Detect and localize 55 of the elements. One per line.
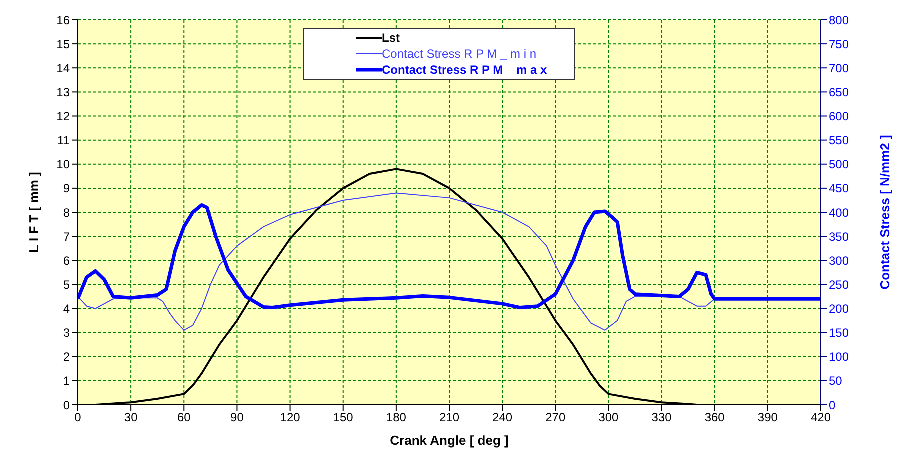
x-tick-label: 180 <box>386 410 407 425</box>
y-tick-label: 6 <box>63 254 70 268</box>
y-tick-label: 7 <box>63 230 70 244</box>
y-tick-label: 14 <box>56 61 70 76</box>
y-tick-label: 5 <box>63 278 70 292</box>
y-axis-title: L I F T [ mm ] <box>26 172 42 253</box>
y2-axis-title: Contact Stress [ N/mm2 ] <box>878 135 893 290</box>
y-tick-label: 1 <box>63 374 70 388</box>
y2-tick-label: 0 <box>829 398 836 412</box>
x-tick-label: 360 <box>704 410 726 425</box>
x-tick-label: 240 <box>492 410 513 425</box>
legend-label: Contact Stress R P M _ m a x <box>382 63 548 77</box>
x-tick-label: 270 <box>546 410 566 425</box>
x-tick-label: 420 <box>810 410 832 425</box>
legend-label: Contact Stress R P M _ m i n <box>382 47 536 61</box>
x-tick-label: 120 <box>280 410 301 425</box>
x-tick-label: 0 <box>74 410 82 425</box>
y2-tick-label: 650 <box>829 85 850 100</box>
y2-tick-label: 750 <box>829 37 850 52</box>
x-tick-label: 60 <box>177 410 192 425</box>
x-tick-label: 330 <box>652 410 672 425</box>
y-tick-label: 4 <box>63 302 70 316</box>
legend-label: Lst <box>382 31 400 45</box>
y2-tick-label: 400 <box>829 206 850 220</box>
y2-tick-label: 200 <box>829 302 850 316</box>
y-tick-label: 16 <box>56 13 70 28</box>
y2-tick-label: 100 <box>829 350 850 364</box>
y2-tick-label: 800 <box>829 13 850 28</box>
y2-tick-label: 700 <box>829 61 850 76</box>
y2-tick-label: 250 <box>829 278 850 292</box>
x-tick-label: 90 <box>230 410 244 425</box>
y2-tick-label: 50 <box>829 374 843 388</box>
y-tick-label: 9 <box>63 182 70 196</box>
y2-tick-label: 350 <box>829 230 850 244</box>
x-axis-title: Crank Angle [ deg ] <box>390 433 509 448</box>
y-tick-label: 12 <box>56 110 70 124</box>
y2-tick-label: 600 <box>829 110 850 124</box>
y-tick-label: 13 <box>56 85 70 100</box>
y-tick-label: 3 <box>63 326 70 340</box>
y-tick-label: 0 <box>63 398 70 412</box>
y-tick-label: 8 <box>63 206 70 220</box>
y-tick-label: 11 <box>58 134 70 148</box>
x-tick-label: 30 <box>124 410 138 425</box>
y2-tick-label: 550 <box>829 134 850 148</box>
y-tick-label: 2 <box>63 350 70 364</box>
y2-tick-label: 300 <box>829 254 850 268</box>
x-tick-label: 390 <box>758 410 778 425</box>
x-tick-label: 210 <box>439 410 460 425</box>
x-tick-label: 300 <box>598 410 620 425</box>
x-tick-label: 150 <box>333 410 354 425</box>
y2-tick-label: 500 <box>829 158 850 172</box>
y2-tick-label: 450 <box>829 182 850 196</box>
y2-tick-label: 150 <box>829 326 850 340</box>
y-tick-label: 15 <box>56 37 70 52</box>
y-tick-label: 10 <box>56 158 70 172</box>
